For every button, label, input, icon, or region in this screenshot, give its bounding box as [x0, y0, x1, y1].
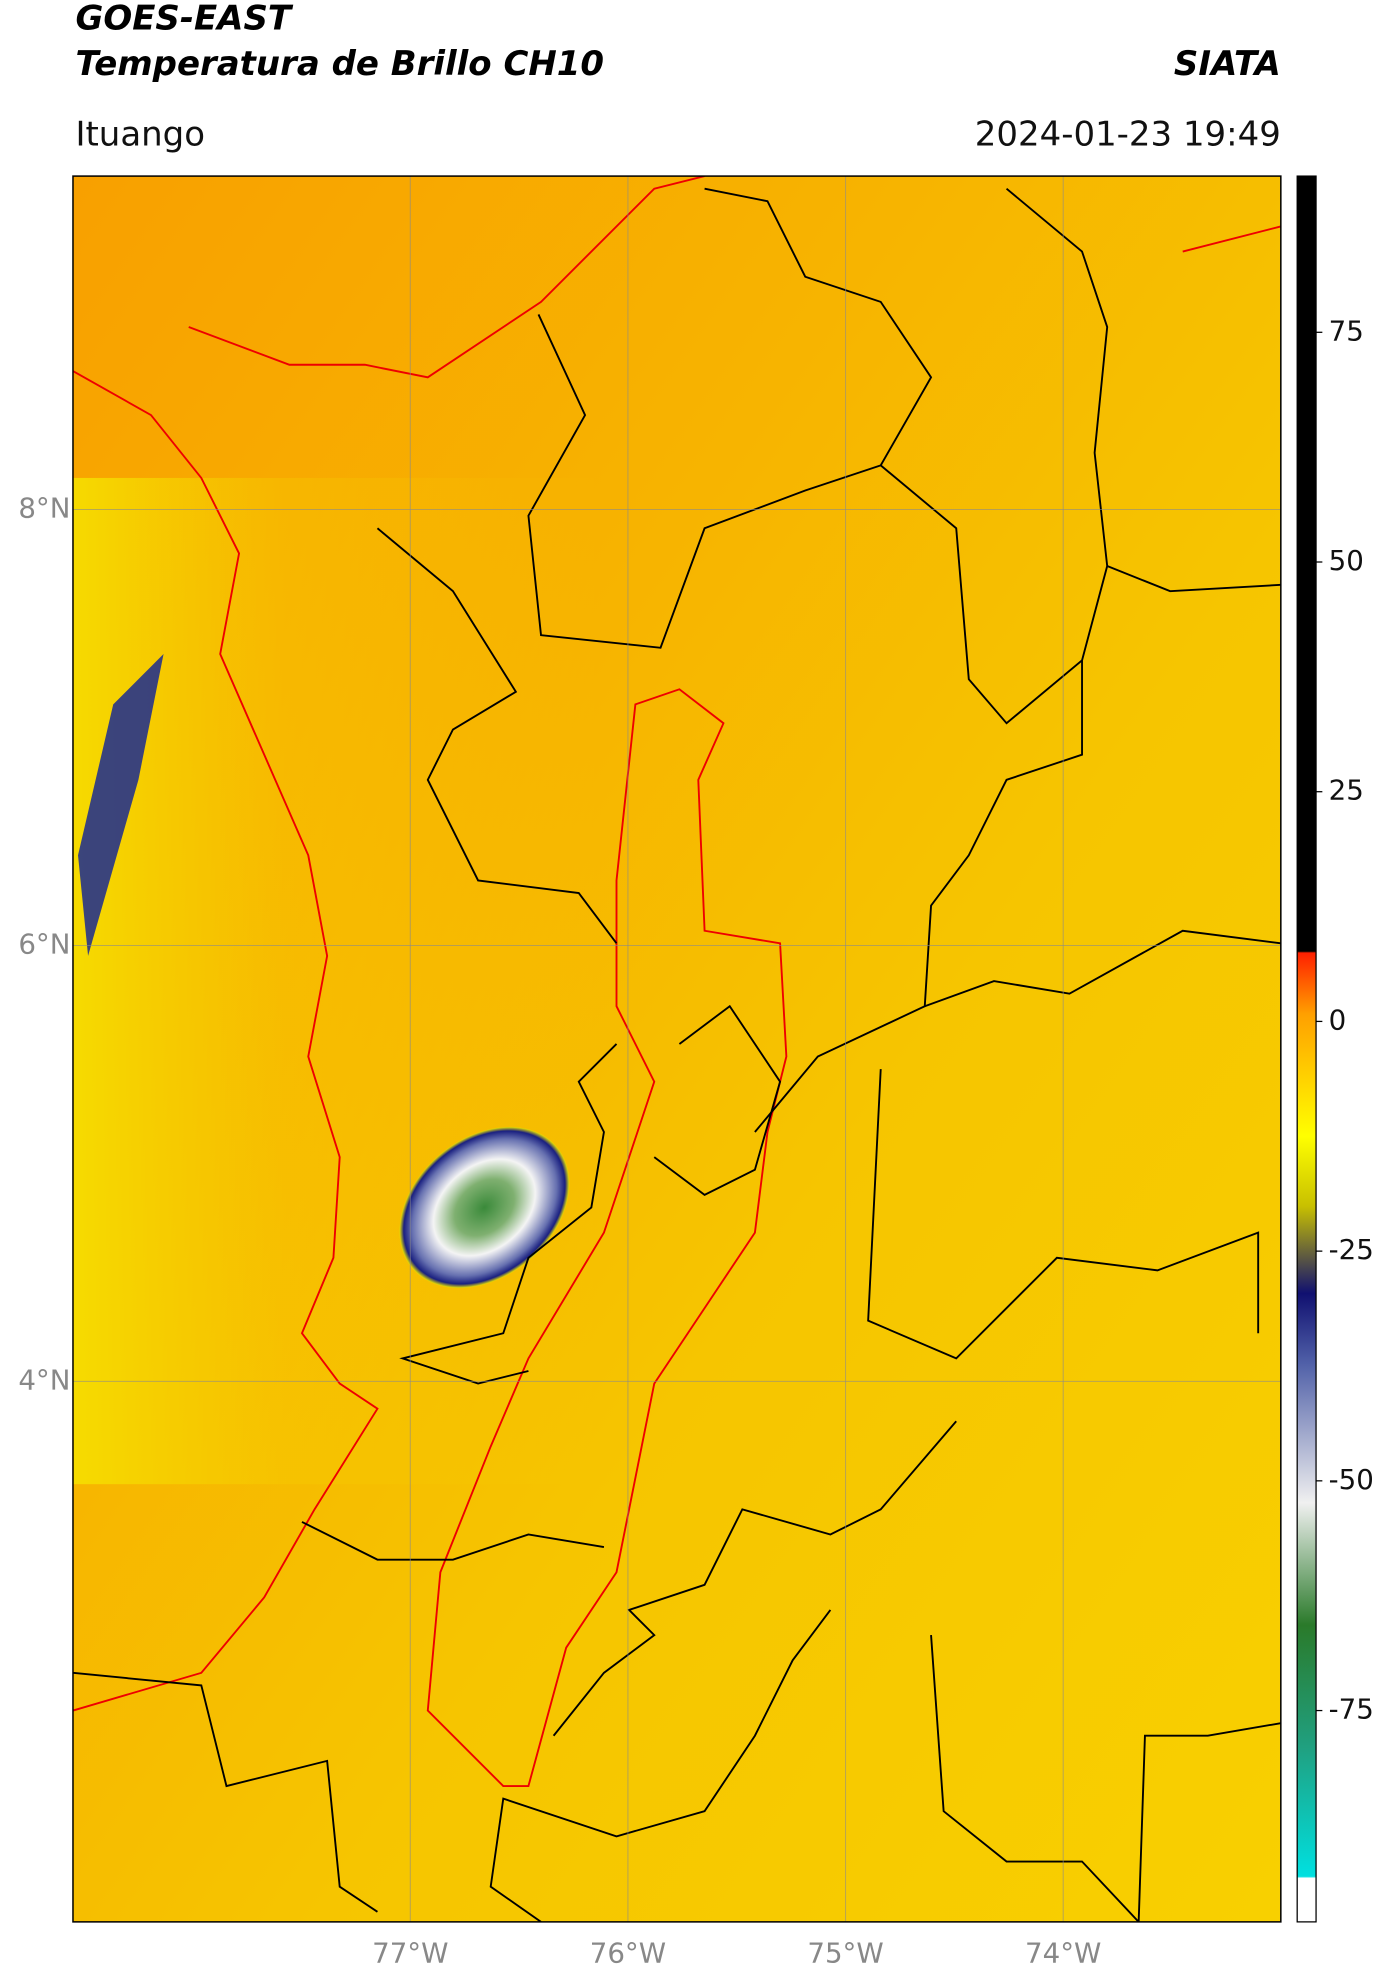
datetime: 2024-01-23 19:49 [975, 114, 1281, 154]
x-tick-label: 76°W [590, 1937, 666, 1970]
colorbar-tick-label: 50 [1329, 544, 1364, 577]
colorbar-tick-label: -25 [1329, 1233, 1374, 1266]
title: GOES-EAST [75, 0, 293, 39]
x-tick-label: 74°W [1025, 1937, 1101, 1970]
colorbar-tick-label: -50 [1329, 1463, 1374, 1496]
cloud-band [78, 654, 164, 956]
colorbar-tick-label: 25 [1329, 774, 1364, 807]
warm-band [72, 477, 602, 1485]
y-tick-label: 4°N [18, 1363, 70, 1396]
colorbar-tick-label: -75 [1329, 1693, 1374, 1726]
cloud-cell [399, 1126, 570, 1288]
source: SIATA [1174, 44, 1281, 84]
map [72, 176, 1281, 1922]
borders [72, 187, 1281, 1922]
x-tick-label: 75°W [807, 1937, 883, 1970]
subtitle: Temperatura de Brillo CH10 [75, 44, 604, 84]
colorbar [1296, 175, 1317, 1923]
colorbar-tick-label: 0 [1329, 1003, 1347, 1036]
y-tick-label: 6°N [18, 927, 70, 960]
map-frame [72, 175, 1282, 1923]
grid [72, 176, 1281, 1922]
colorbar-tick-label: 75 [1329, 314, 1364, 347]
x-tick-label: 77°W [372, 1937, 448, 1970]
place: Ituango [75, 114, 205, 154]
y-tick-label: 8°N [18, 492, 70, 525]
